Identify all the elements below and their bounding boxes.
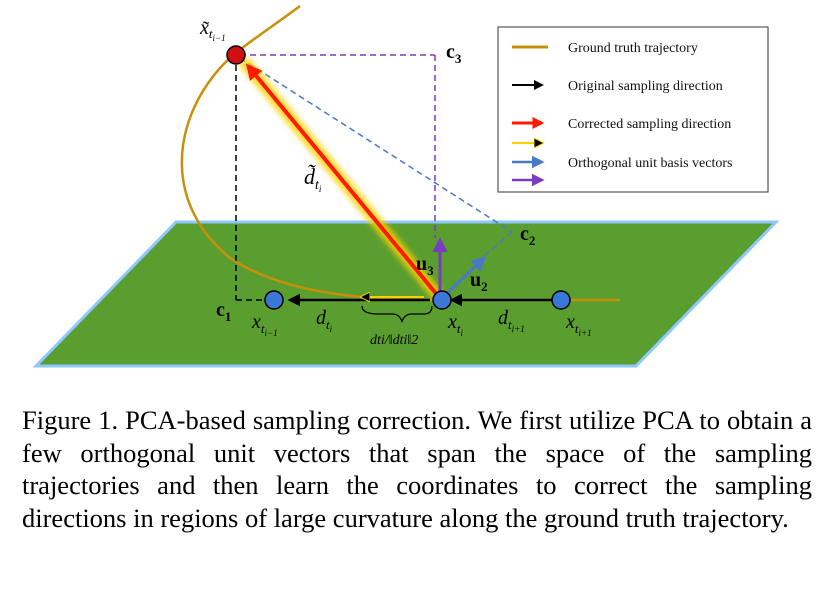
label-x-prev: xti−1: [251, 311, 278, 338]
label-d-ti: dti: [316, 307, 333, 334]
legend: Ground truth trajectory Original samplin…: [497, 26, 769, 193]
legend-label-1: Original sampling direction: [568, 79, 723, 94]
label-c1: c1: [216, 299, 231, 324]
legend-label-2: Corrected sampling direction: [568, 117, 731, 132]
pca-diagram: x̃ti−1 c3 c2 c1 u3 u2 d̃ti xti−1 dti xti…: [32, 4, 780, 368]
corrected-direction-arrow: [245, 63, 440, 298]
label-u3: u3: [416, 253, 434, 278]
sampling-plane: [32, 220, 780, 368]
label-c3: c3: [446, 41, 462, 66]
point-x-next: [551, 290, 571, 310]
projection-c2-diagonal: [239, 57, 513, 233]
label-norm: dti/‖dti‖2: [370, 333, 418, 348]
point-x-prev: [264, 290, 284, 310]
label-x-ti: xti: [447, 311, 464, 338]
basis-u2-arrow: [442, 255, 487, 298]
legend-label-0: Ground truth trajectory: [568, 41, 698, 56]
label-c2: c2: [520, 223, 535, 248]
label-d-next: dti+1: [498, 307, 525, 334]
label-u2: u2: [470, 269, 488, 294]
label-x-next: xti+1: [565, 311, 592, 338]
projection-c2-lower: [483, 231, 513, 257]
label-d-tilde: d̃ti: [304, 164, 322, 194]
norm-brace: [361, 305, 433, 323]
label-x-prev-tilde: x̃ti−1: [199, 17, 226, 43]
point-x-prev-tilde: [226, 45, 246, 65]
point-x-ti: [432, 290, 452, 310]
legend-label-4: Orthogonal unit basis vectors: [568, 156, 732, 171]
figure-caption: Figure 1. PCA-based sampling correction.…: [22, 405, 812, 533]
